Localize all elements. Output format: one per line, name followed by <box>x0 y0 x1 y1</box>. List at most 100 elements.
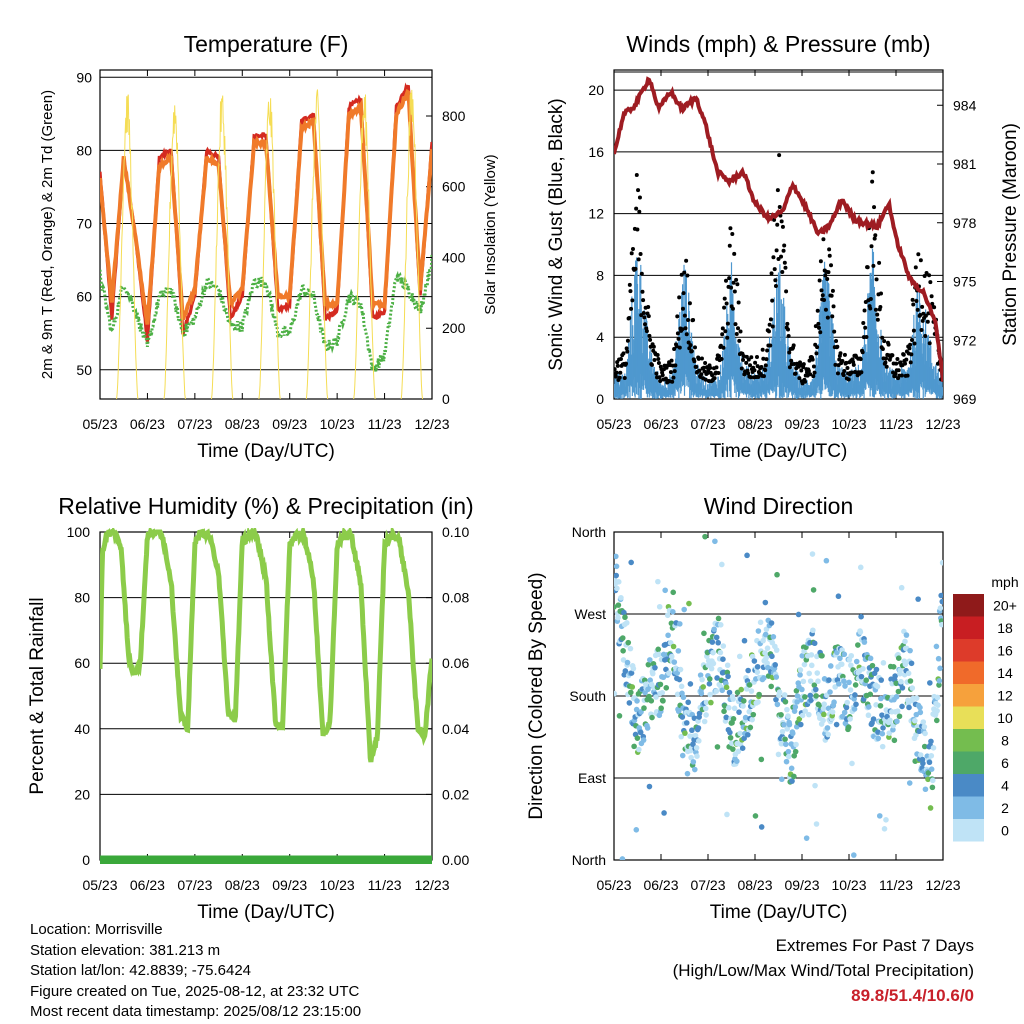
y2-tick-label: 0.02 <box>442 786 469 802</box>
gust-point <box>851 362 856 367</box>
gust-point <box>830 314 835 319</box>
direction-point <box>826 677 832 683</box>
direction-point <box>648 698 655 704</box>
direction-point <box>858 673 865 680</box>
direction-point <box>925 770 932 776</box>
gust-point <box>884 364 889 369</box>
direction-point <box>811 682 818 688</box>
gust-point <box>893 371 898 376</box>
direction-point <box>666 670 672 676</box>
gust-point <box>660 373 665 378</box>
direction-point <box>693 745 700 751</box>
gust-point <box>689 349 694 354</box>
direction-point <box>744 731 751 738</box>
gust-point <box>918 312 923 317</box>
direction-point <box>842 683 848 689</box>
y-tick-label: 100 <box>67 524 91 540</box>
gust-point <box>669 358 674 363</box>
direction-point <box>855 642 861 648</box>
gust-point <box>873 307 878 312</box>
gust-point <box>674 344 679 349</box>
direction-point <box>836 681 842 687</box>
direction-point <box>782 698 789 705</box>
direction-point <box>803 835 810 841</box>
gust-point <box>640 289 645 294</box>
direction-point <box>668 653 675 660</box>
direction-point <box>824 725 831 731</box>
direction-point <box>792 704 799 710</box>
gust-point <box>696 356 701 361</box>
y2-tick-label: 969 <box>953 391 977 407</box>
direction-point <box>747 724 754 731</box>
direction-point <box>736 709 742 715</box>
direction-point <box>827 689 833 695</box>
direction-point <box>907 678 914 684</box>
gust-point <box>643 322 648 327</box>
direction-point <box>912 717 918 724</box>
dewpoint-line <box>100 254 432 372</box>
wind-series <box>614 248 943 399</box>
gust-point <box>630 246 635 251</box>
direction-point <box>893 693 900 700</box>
gust-point <box>780 224 785 229</box>
x-tick-label: 05/23 <box>82 416 117 432</box>
direction-point <box>799 686 805 693</box>
colorbar-swatch <box>953 684 984 707</box>
gust-point <box>663 376 668 381</box>
direction-point <box>831 699 837 706</box>
colorbar-label: 6 <box>1001 755 1009 771</box>
gust-point <box>729 285 734 290</box>
y2-tick-label: 0 <box>442 391 450 407</box>
direction-point <box>844 699 851 706</box>
x-tick-label: 12/23 <box>414 416 449 432</box>
gust-point <box>618 357 623 362</box>
gust-point <box>744 360 749 365</box>
x-tick-label: 10/23 <box>320 877 355 893</box>
direction-point <box>712 538 718 545</box>
direction-point <box>619 635 626 641</box>
direction-point <box>709 639 716 645</box>
direction-point <box>679 714 686 720</box>
direction-point <box>714 744 721 750</box>
y2-axis-label: Station Pressure (Maroon) <box>1000 123 1021 346</box>
direction-point <box>758 756 765 763</box>
gust-point <box>634 173 639 178</box>
direction-point <box>916 728 923 735</box>
direction-point <box>786 721 793 728</box>
gust-point <box>741 354 746 359</box>
direction-point <box>649 714 655 721</box>
direction-point <box>628 559 634 566</box>
gust-point <box>803 379 808 384</box>
gust-point <box>764 357 769 362</box>
gust-point <box>880 347 885 352</box>
gust-point <box>912 341 917 346</box>
direction-point <box>724 662 731 669</box>
direction-point <box>773 674 780 680</box>
direction-point <box>620 647 626 654</box>
location-text: Location: Morrisville <box>30 921 163 938</box>
gust-point <box>791 343 796 348</box>
direction-point <box>784 726 791 732</box>
gust-point <box>808 372 813 377</box>
latlon-text: Station lat/lon: 42.8839; -75.6424 <box>30 962 252 979</box>
x-tick-label: 11/23 <box>879 416 913 432</box>
direction-point <box>820 705 827 712</box>
direction-point <box>684 770 691 777</box>
direction-point <box>922 730 928 737</box>
direction-point <box>812 686 819 693</box>
gust-point <box>730 306 735 311</box>
direction-point <box>808 662 815 669</box>
y-tick-label: 40 <box>74 721 90 737</box>
direction-point <box>725 704 732 711</box>
gust-point <box>720 332 725 337</box>
gust-point <box>677 345 682 350</box>
direction-point <box>935 702 941 708</box>
direction-point <box>921 724 928 730</box>
direction-point <box>656 651 662 658</box>
direction-point <box>789 730 796 737</box>
x-tick-label: 06/23 <box>130 877 165 893</box>
gust-point <box>636 188 641 193</box>
direction-point <box>745 667 751 674</box>
y2-tick-label: 0.08 <box>442 590 469 606</box>
direction-point <box>852 692 858 698</box>
